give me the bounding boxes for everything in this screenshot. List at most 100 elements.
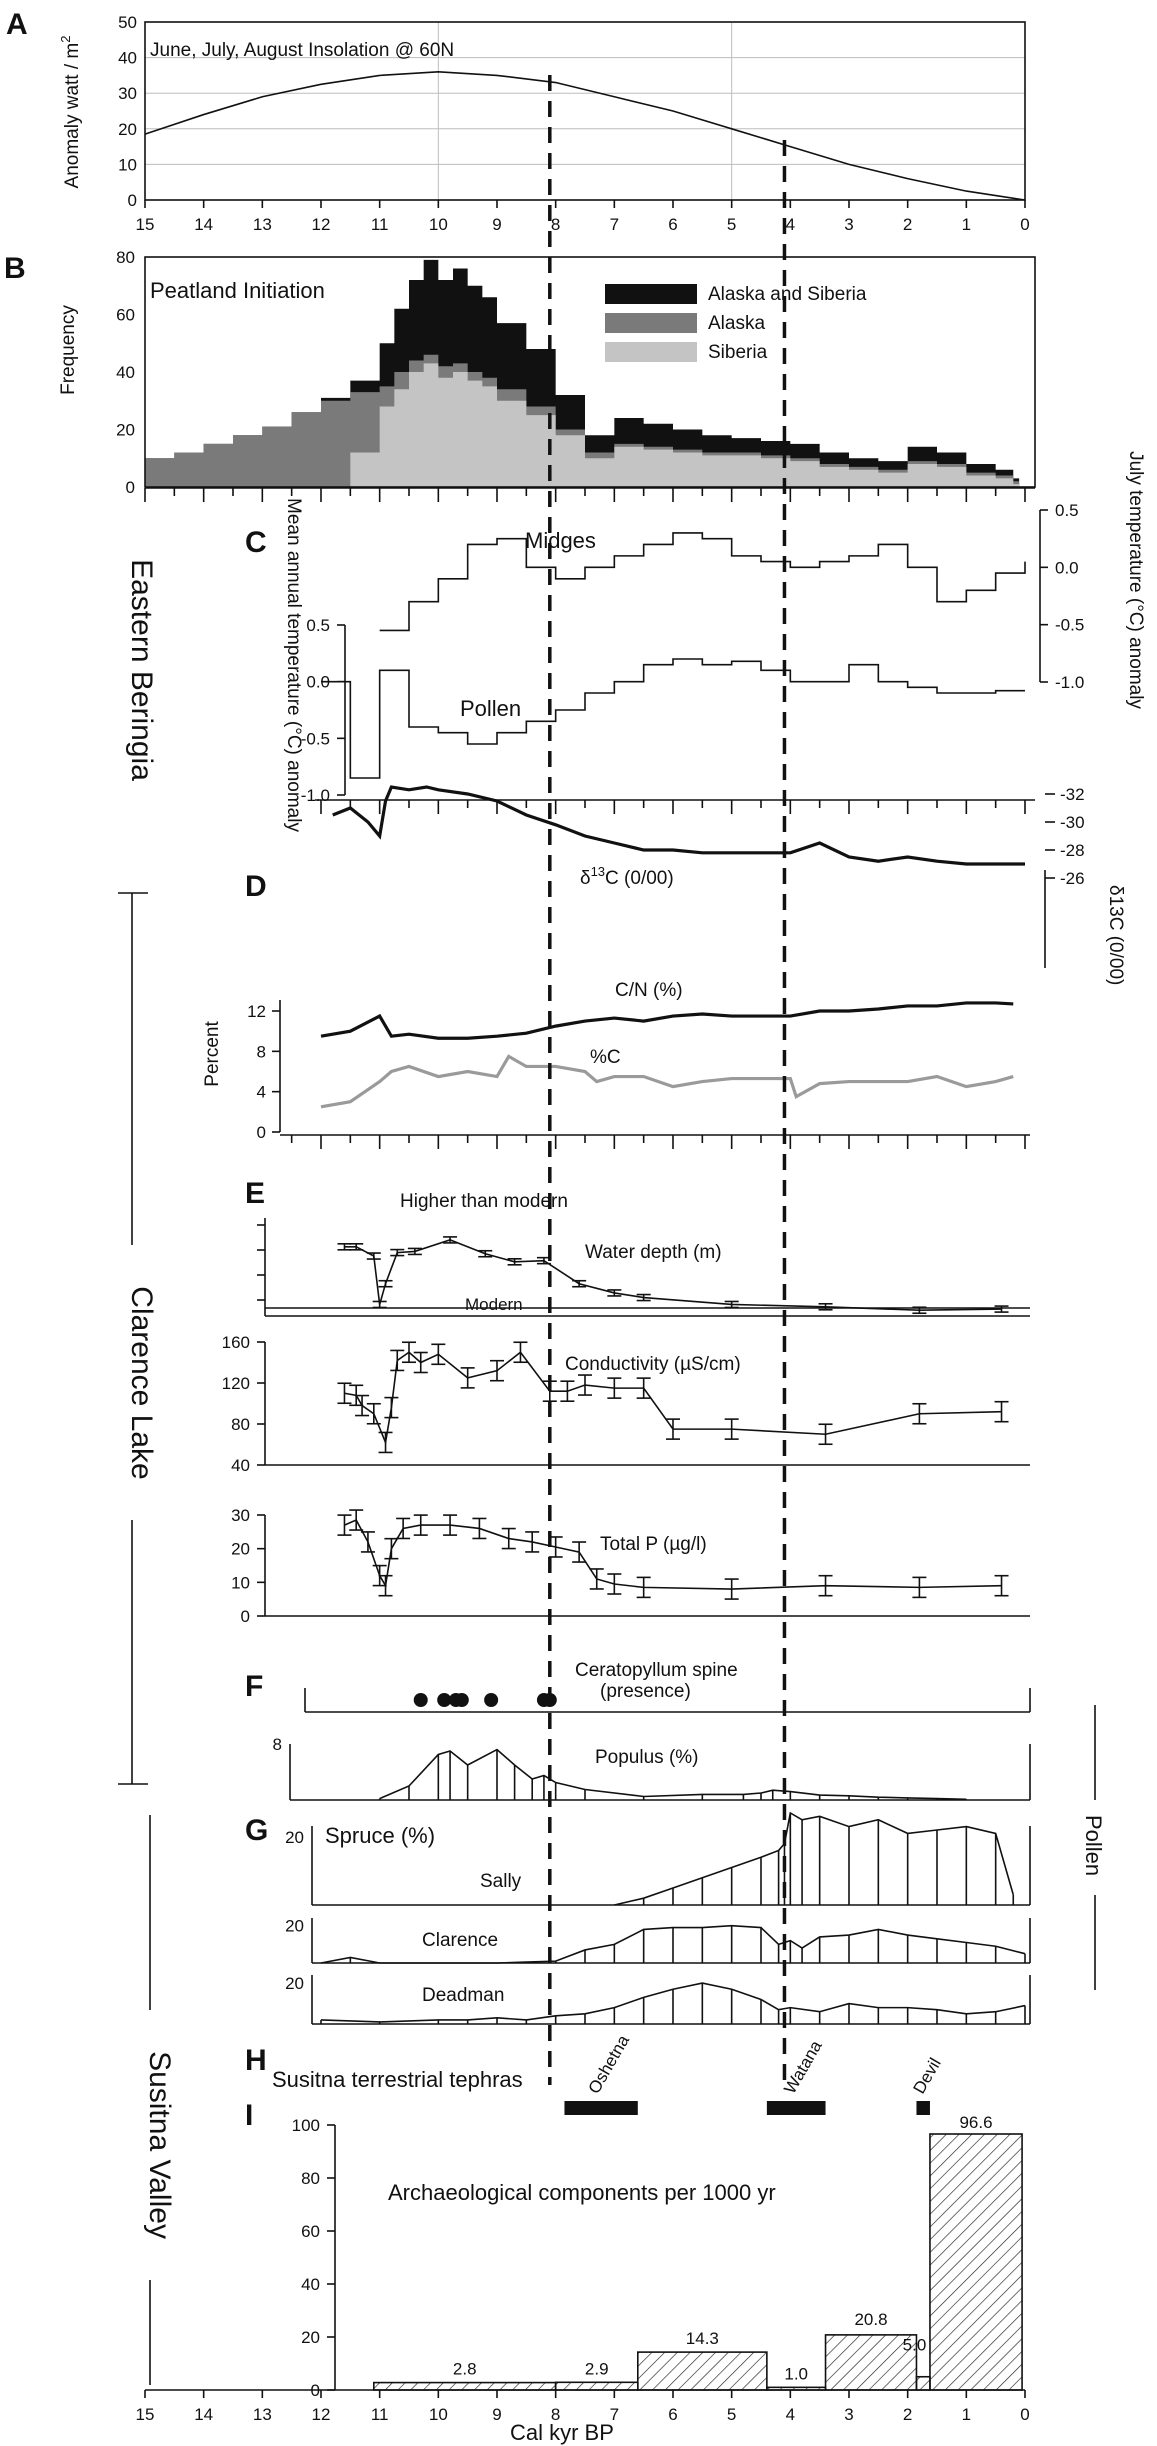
panel-e: E 40 80 120 160 0 10 20 30 Higher than modern M… bbox=[222, 1177, 1030, 1626]
total-p-ytick: 30 bbox=[231, 1506, 250, 1525]
panel-e-frames: 40 80 120 160 0 10 20 30 bbox=[222, 1218, 1030, 1626]
panel-a-title: June, July, August Insolation @ 60N bbox=[150, 40, 454, 61]
panel-a-xtick: 8 bbox=[551, 215, 560, 234]
panel-i-xtick: 1 bbox=[962, 2405, 971, 2424]
tephra-bar-devil bbox=[916, 2101, 930, 2115]
panel-i-ytick: 100 bbox=[292, 2116, 320, 2135]
panel-a-xtick: 12 bbox=[312, 215, 331, 234]
panel-b-ytick: 60 bbox=[116, 306, 135, 325]
percent-ytick: 0 bbox=[257, 1123, 266, 1142]
percent-ylabel: Percent bbox=[202, 1021, 223, 1087]
side-labels: Eastern Beringia Clarence Lake Susitna V… bbox=[118, 559, 176, 2385]
archaeology-bar bbox=[372, 2381, 557, 2391]
pollen-ytick: -1.0 bbox=[301, 786, 330, 805]
panel-letter-c: C bbox=[245, 526, 267, 559]
panel-letter-h: H bbox=[245, 2044, 267, 2077]
pollen-side-label: Pollen bbox=[1081, 1815, 1106, 1876]
percent-ytick: 4 bbox=[257, 1083, 266, 1102]
panel-a-xtick: 0 bbox=[1020, 215, 1029, 234]
d13c-series bbox=[332, 785, 1025, 866]
panel-a-ytick: 30 bbox=[118, 84, 137, 103]
shared-time-axes bbox=[144, 487, 1035, 1149]
panel-i-ytick: 80 bbox=[301, 2169, 320, 2188]
panel-a-xtick: 7 bbox=[610, 215, 619, 234]
panel-a-ytick: 40 bbox=[118, 49, 137, 68]
tephra-label-watana: Watana bbox=[780, 2037, 826, 2097]
panel-a-grid bbox=[145, 22, 1025, 200]
deadman-label: Deadman bbox=[422, 1985, 504, 2006]
archaeology-bar-label: 14.3 bbox=[686, 2329, 719, 2348]
midges-y-axis: 0.5 0.0 -0.5 -1.0 bbox=[1039, 501, 1084, 692]
conductivity-label: Conductivity (µS/cm) bbox=[565, 1354, 741, 1375]
panel-a-ylabel-sup: 2 bbox=[58, 36, 73, 43]
panel-a-x-axis: 15 14 13 12 11 10 9 8 7 6 5 4 3 2 1 0 bbox=[136, 200, 1030, 234]
panel-g: G 20 20 20 Spruce (%) Sally Clarence Deadm… bbox=[245, 1705, 1106, 2025]
deadman-ytick: 20 bbox=[285, 1974, 304, 1993]
archaeology-bar-label: 5.0 bbox=[903, 2335, 927, 2354]
ceratopyllum-dot bbox=[437, 1693, 452, 1707]
spruce-title: Spruce (%) bbox=[325, 1823, 435, 1848]
panel-a-xtick: 4 bbox=[786, 215, 795, 234]
midges-series bbox=[379, 532, 1026, 632]
tephra-bar-watana bbox=[766, 2101, 826, 2115]
midges-ytick: -0.5 bbox=[1055, 616, 1084, 635]
ceratopyllum-label-1: Ceratopyllum spine bbox=[575, 1660, 738, 1681]
panel-c: C 0.5 0.0 -0.5 -1.0 0.5 0.0 -0.5 -1.0 Midges P… bbox=[245, 451, 1146, 832]
ceratopyllum-label-2: (presence) bbox=[600, 1681, 691, 1702]
midges-ytick: 0.5 bbox=[1055, 501, 1079, 520]
panel-a-ytick: 20 bbox=[118, 120, 137, 139]
eastern-beringia-label: Eastern Beringia bbox=[125, 559, 158, 781]
d13c-label-sup: 13 bbox=[591, 864, 605, 879]
panel-a-xtick: 6 bbox=[668, 215, 677, 234]
susitna-valley-label: Susitna Valley bbox=[143, 2051, 176, 2239]
x-axis-label: Cal kyr BP bbox=[510, 2420, 614, 2445]
panel-i-xtick: 10 bbox=[429, 2405, 448, 2424]
pollen-y-axis: 0.5 0.0 -0.5 -1.0 bbox=[301, 616, 346, 805]
pollen-label: Pollen bbox=[460, 696, 521, 721]
clarence-series bbox=[320, 1924, 1026, 1964]
archaeology-bar-label: 1.0 bbox=[784, 2364, 808, 2383]
total-p-ytick: 10 bbox=[231, 1573, 250, 1592]
d13c-ytick: -30 bbox=[1060, 813, 1085, 832]
panel-letter-g: G bbox=[245, 1814, 268, 1847]
d13c-ytick: -28 bbox=[1060, 841, 1085, 860]
panel-a: A June, July, August Insolation @ 60N An… bbox=[6, 8, 1030, 234]
water-depth-annotation-1: Higher than modern bbox=[400, 1191, 568, 1212]
pollen-ytick: -0.5 bbox=[301, 729, 330, 748]
pollen-ytick: 0.0 bbox=[306, 673, 330, 692]
legend-label: Alaska and Siberia bbox=[708, 284, 867, 305]
panel-b: B Peatland Initiation Frequency 0 20 40 60 8… bbox=[4, 248, 1036, 497]
archaeology-bar-label: 96.6 bbox=[959, 2113, 992, 2132]
panel-h: H Susitna terrestrial tephras Oshetna Wat… bbox=[245, 2031, 945, 2115]
panel-a-ylabel-base: Anomaly watt / m bbox=[62, 43, 83, 189]
panel-letter-d: D bbox=[245, 870, 267, 903]
sally-series bbox=[614, 1811, 1015, 1906]
panel-i-xtick: 2 bbox=[903, 2405, 912, 2424]
panel-i-xtick: 11 bbox=[371, 2405, 389, 2424]
legend-swatch bbox=[605, 313, 697, 333]
total-p-ytick: 20 bbox=[231, 1540, 250, 1559]
tephra-label-devil: Devil bbox=[910, 2055, 945, 2097]
clarence-lake-label: Clarence Lake bbox=[125, 1286, 158, 1479]
d13c-label-rest: C (0/00) bbox=[605, 868, 674, 889]
panel-i-xtick: 6 bbox=[668, 2405, 677, 2424]
archaeology-bar-label: 2.8 bbox=[453, 2360, 477, 2379]
percent-c-label: %C bbox=[590, 1047, 621, 1068]
total-p-label: Total P (µg/l) bbox=[600, 1534, 707, 1555]
panel-i-xtick: 9 bbox=[492, 2405, 501, 2424]
panel-a-xtick: 5 bbox=[727, 215, 736, 234]
peatland-area-siberia bbox=[145, 363, 1020, 487]
panel-e-series bbox=[337, 1236, 1009, 1600]
tephra-label-oshetna: Oshetna bbox=[584, 2031, 633, 2097]
tephra-bar-oshetna bbox=[564, 2101, 638, 2115]
panel-a-xtick: 11 bbox=[371, 215, 389, 234]
conductivity-ytick: 80 bbox=[231, 1415, 250, 1434]
archaeology-bar-label: 20.8 bbox=[854, 2310, 887, 2329]
midges-ylabel: July temperature (°C) anomaly bbox=[1125, 451, 1146, 709]
panel-i-xtick: 3 bbox=[844, 2405, 853, 2424]
d13c-label: δ13C (0/00) bbox=[580, 864, 674, 889]
panel-letter-e: E bbox=[245, 1177, 265, 1210]
archaeology-bar bbox=[915, 2375, 931, 2391]
